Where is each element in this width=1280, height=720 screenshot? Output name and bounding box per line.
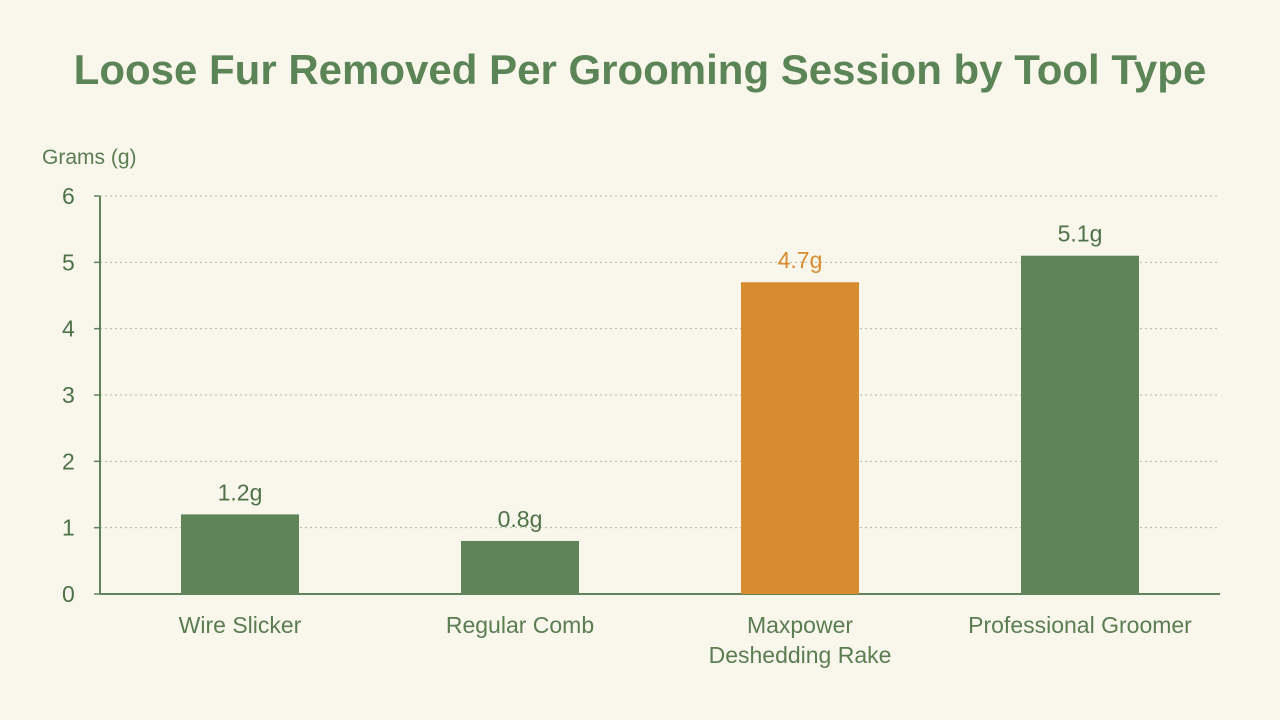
bar (181, 514, 299, 594)
y-tick-label: 0 (62, 581, 75, 607)
data-label: 4.7g (778, 247, 823, 273)
y-tick-label: 2 (62, 448, 75, 474)
x-tick-label: Regular Comb (446, 612, 594, 638)
y-tick-label: 4 (62, 316, 75, 342)
x-tick-label: Wire Slicker (179, 612, 302, 638)
y-tick-label: 3 (62, 382, 75, 408)
x-tick-label: Professional Groomer (968, 612, 1192, 638)
bar (1021, 255, 1139, 594)
y-tick-label: 5 (62, 249, 75, 275)
bar (461, 540, 579, 594)
y-axis-label: Grams (g) (42, 146, 137, 169)
x-tick-label: Maxpower (747, 612, 853, 638)
data-label: 0.8g (498, 506, 543, 532)
y-tick-label: 1 (62, 515, 75, 541)
y-tick-label: 6 (62, 183, 75, 209)
data-label: 5.1g (1058, 221, 1103, 247)
chart-title: Loose Fur Removed Per Grooming Session b… (73, 46, 1207, 93)
bar (741, 282, 859, 594)
data-label: 1.2g (218, 479, 263, 505)
x-tick-label: Deshedding Rake (709, 642, 892, 668)
